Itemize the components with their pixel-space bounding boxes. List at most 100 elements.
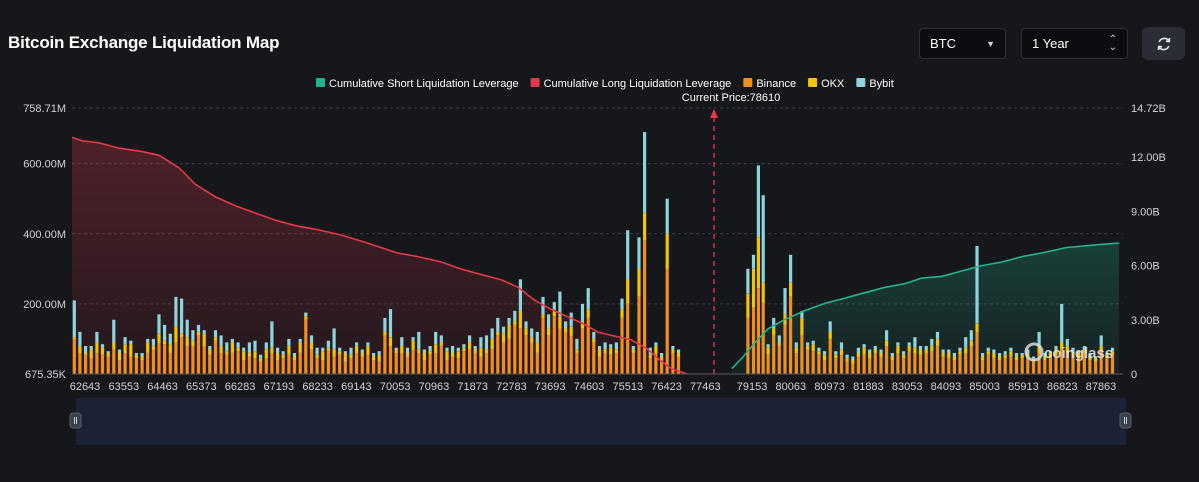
price-level-bar[interactable] (422, 349, 426, 375)
price-level-bar[interactable] (151, 338, 155, 374)
price-level-bar[interactable] (998, 353, 1002, 374)
price-level-bar[interactable] (631, 346, 635, 374)
price-level-bar[interactable] (507, 317, 511, 374)
price-level-bar[interactable] (338, 347, 342, 374)
price-level-bar[interactable] (1026, 349, 1030, 375)
range-select[interactable]: 1 Year ⌃ ⌄ (1021, 28, 1128, 59)
price-level-bar[interactable] (112, 319, 116, 374)
price-level-bar[interactable] (388, 309, 393, 374)
price-level-bar[interactable] (930, 338, 934, 374)
price-level-bar[interactable] (609, 344, 613, 374)
price-level-bar[interactable] (756, 165, 760, 374)
price-level-bar[interactable] (225, 342, 229, 374)
price-level-bar[interactable] (78, 331, 82, 374)
price-level-bar[interactable] (146, 338, 150, 374)
price-level-bar[interactable] (873, 346, 877, 374)
price-level-bar[interactable] (287, 338, 291, 374)
price-level-bar[interactable] (986, 347, 990, 374)
price-level-bar[interactable] (654, 342, 658, 374)
price-level-bar[interactable] (377, 351, 381, 374)
price-level-bar[interactable] (191, 330, 195, 374)
price-level-bar[interactable] (326, 340, 330, 374)
price-level-bar[interactable] (473, 346, 477, 374)
price-level-bar[interactable] (746, 268, 750, 374)
price-level-bar[interactable] (907, 342, 911, 374)
price-level-bar[interactable] (513, 310, 517, 374)
legend-item[interactable]: OKX (808, 78, 845, 90)
price-level-bar[interactable] (411, 337, 415, 374)
price-level-bar[interactable] (1071, 347, 1075, 374)
price-level-bar[interactable] (1105, 353, 1109, 374)
price-level-bar[interactable] (924, 346, 928, 374)
price-level-bar[interactable] (535, 331, 539, 374)
price-level-bar[interactable] (660, 353, 664, 374)
price-level-bar[interactable] (434, 331, 438, 374)
price-level-bar[interactable] (547, 314, 551, 374)
price-level-bar[interactable] (468, 335, 472, 374)
price-level-bar[interactable] (626, 230, 630, 374)
price-level-bar[interactable] (1060, 303, 1064, 374)
price-level-bar[interactable] (648, 347, 652, 374)
price-level-bar[interactable] (558, 291, 562, 374)
price-level-bar[interactable] (614, 342, 618, 374)
price-level-bar[interactable] (462, 344, 466, 374)
price-level-bar[interactable] (981, 353, 985, 374)
price-level-bar[interactable] (405, 347, 410, 374)
price-level-bar[interactable] (281, 351, 285, 374)
price-level-bar[interactable] (777, 335, 781, 374)
price-level-bar[interactable] (541, 296, 545, 374)
price-level-bar[interactable] (292, 353, 297, 374)
price-level-bar[interactable] (964, 337, 968, 374)
price-level-bar[interactable] (794, 342, 798, 374)
price-level-bar[interactable] (975, 246, 979, 374)
price-level-bar[interactable] (236, 342, 240, 374)
price-level-bar[interactable] (117, 349, 122, 375)
price-level-bar[interactable] (95, 331, 99, 374)
price-level-bar[interactable] (202, 330, 206, 374)
price-level-bar[interactable] (400, 337, 404, 374)
price-level-bar[interactable] (208, 346, 212, 374)
price-level-bar[interactable] (100, 344, 105, 374)
price-level-bar[interactable] (806, 342, 810, 374)
price-level-bar[interactable] (1065, 338, 1069, 374)
price-level-bar[interactable] (456, 347, 460, 374)
price-level-bar[interactable] (564, 321, 568, 374)
price-level-bar[interactable] (1003, 351, 1007, 374)
price-level-bar[interactable] (360, 349, 364, 375)
price-level-bar[interactable] (524, 321, 528, 374)
price-level-bar[interactable] (958, 347, 962, 374)
price-level-bar[interactable] (157, 314, 161, 374)
price-level-bar[interactable] (941, 349, 945, 375)
price-level-bar[interactable] (665, 198, 669, 374)
price-level-bar[interactable] (817, 347, 821, 374)
price-level-bar[interactable] (890, 353, 894, 374)
price-level-bar[interactable] (383, 317, 387, 374)
price-level-bar[interactable] (1043, 353, 1047, 374)
price-level-bar[interactable] (530, 328, 534, 374)
price-level-bar[interactable] (417, 331, 421, 374)
price-level-bar[interactable] (276, 347, 280, 374)
price-level-bar[interactable] (479, 337, 483, 374)
price-level-bar[interactable] (1110, 347, 1115, 374)
price-level-bar[interactable] (304, 312, 308, 374)
price-level-bar[interactable] (501, 326, 506, 374)
price-level-bar[interactable] (129, 340, 133, 374)
price-level-bar[interactable] (992, 349, 996, 375)
legend-item[interactable]: Binance (743, 78, 796, 90)
price-level-bar[interactable] (168, 333, 172, 374)
price-level-bar[interactable] (242, 347, 246, 374)
price-level-bar[interactable] (394, 347, 398, 374)
price-level-bar[interactable] (947, 349, 951, 375)
navigator-right-handle[interactable] (1119, 412, 1132, 429)
price-level-bar[interactable] (879, 349, 883, 375)
price-level-bar[interactable] (321, 347, 325, 374)
price-level-bar[interactable] (671, 346, 675, 374)
price-level-bar[interactable] (366, 342, 370, 374)
price-level-bar[interactable] (1077, 351, 1081, 374)
coin-select[interactable]: BTC ▼ (919, 28, 1006, 59)
price-level-bar[interactable] (343, 351, 347, 374)
price-level-bar[interactable] (856, 347, 860, 374)
price-level-bar[interactable] (586, 288, 590, 374)
price-level-bar[interactable] (637, 237, 641, 374)
price-level-bar[interactable] (789, 254, 793, 374)
